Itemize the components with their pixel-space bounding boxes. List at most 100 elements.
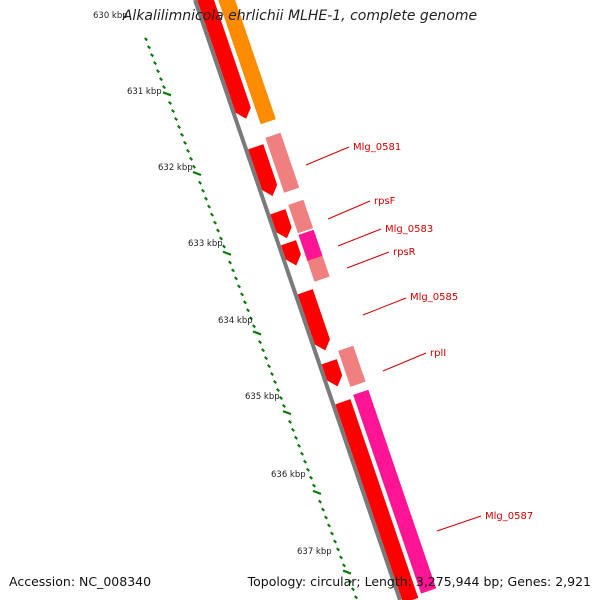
ruler-major-tick — [342, 569, 352, 575]
gene-block — [307, 255, 330, 282]
ruler-minor-tick — [306, 467, 310, 472]
ruler-label: 633 kbp — [188, 239, 223, 249]
gene-label[interactable]: Mlg_0585 — [410, 292, 458, 303]
ruler-minor-tick — [291, 427, 295, 432]
cds-arrow — [280, 240, 301, 266]
ruler-minor-tick — [180, 132, 184, 137]
ruler-minor-tick — [330, 531, 334, 536]
ruler-minor-tick — [270, 372, 274, 377]
ruler-minor-tick — [324, 515, 328, 520]
gene-label-leaders — [305, 146, 482, 532]
ruler-minor-tick — [243, 300, 247, 305]
ruler-minor-tick — [354, 595, 358, 600]
ruler-minor-tick — [168, 101, 172, 106]
ruler-minor-tick — [282, 403, 286, 408]
ruler-minor-tick — [144, 37, 148, 42]
ruler-minor-tick — [249, 316, 253, 321]
gene-block — [338, 345, 366, 387]
ruler-minor-tick — [318, 499, 322, 504]
ruler-minor-tick — [246, 308, 250, 313]
gene-label[interactable]: rpsR — [393, 247, 416, 258]
gene-leader-line — [346, 251, 390, 269]
ruler-minor-tick — [210, 212, 214, 217]
ruler-minor-tick — [204, 196, 208, 201]
feature-track — [197, 0, 437, 600]
ruler-labels: 630 kbp 631 kbp 632 kbp 633 kbp 634 kbp 635 k… — [93, 11, 332, 557]
gene-leader-line — [362, 297, 407, 316]
ruler-minor-tick — [156, 69, 160, 74]
ruler-minor-tick — [231, 268, 235, 273]
ruler-minor-tick — [174, 116, 178, 121]
ruler-minor-tick — [207, 204, 211, 209]
ruler-minor-tick — [276, 387, 280, 393]
gene-label[interactable]: Mlg_0581 — [353, 142, 401, 153]
cds-arrow — [321, 359, 343, 387]
ruler-minor-tick — [216, 228, 220, 233]
ruler-minor-tick — [342, 563, 346, 568]
backbone-track — [193, 0, 402, 600]
ruler-minor-tick — [267, 364, 271, 369]
gene-leader-line — [337, 228, 382, 247]
ruler-minor-tick — [192, 164, 196, 169]
ruler-minor-tick — [258, 340, 262, 345]
ruler-minor-tick — [312, 483, 316, 488]
ruler-minor-tick — [294, 435, 298, 440]
gene-label[interactable]: Mlg_0583 — [385, 224, 433, 235]
ruler-major-tick — [282, 410, 292, 416]
ruler-minor-tick — [348, 579, 352, 584]
ruler-label: 631 kbp — [127, 87, 162, 97]
ruler-minor-tick — [177, 124, 181, 129]
ruler-minor-tick — [240, 292, 244, 297]
ruler-minor-tick — [147, 45, 151, 50]
ruler-minor-tick — [303, 459, 307, 464]
ruler-minor-tick — [183, 140, 187, 145]
ruler-minor-tick — [153, 61, 157, 66]
ruler-minor-tick — [171, 108, 175, 114]
ruler-minor-tick — [297, 443, 301, 448]
cds-arrow — [335, 399, 419, 600]
ruler-minor-tick — [252, 324, 256, 329]
ruler-label: 634 kbp — [218, 316, 253, 326]
ruler-label: 632 kbp — [158, 163, 193, 173]
gene-block — [298, 229, 323, 262]
ruler-minor-tick — [228, 260, 232, 265]
ruler-minor-tick — [327, 523, 331, 528]
ruler-minor-tick — [219, 236, 223, 241]
cds-arrow — [248, 144, 278, 196]
gene-leader-line — [382, 352, 427, 372]
gene-block — [353, 389, 437, 594]
ruler-minor-tick — [288, 419, 292, 424]
ruler-label: 637 kbp — [297, 547, 332, 557]
ruler-major-tick — [162, 91, 172, 97]
gene-leader-line — [436, 515, 482, 532]
ruler-minor-tick — [336, 547, 340, 552]
gene-label[interactable]: rplI — [430, 348, 446, 359]
ruler-minor-tick — [237, 284, 241, 289]
ruler-minor-tick — [309, 475, 313, 480]
ruler-minor-tick — [339, 555, 343, 560]
gene-label[interactable]: Mlg_0587 — [485, 511, 533, 522]
ruler-minor-tick — [150, 53, 154, 58]
cds-arrow — [197, 0, 251, 119]
ruler-major-tick — [252, 330, 262, 336]
ruler-minor-tick — [162, 85, 166, 90]
map-title: Alkalilimnicola ehrlichii MLHE-1, comple… — [122, 8, 478, 24]
ruler-minor-tick — [186, 148, 190, 153]
ruler-minor-tick — [222, 244, 226, 249]
ruler-minor-tick — [264, 356, 268, 361]
ruler-minor-tick — [279, 395, 283, 400]
ruler-ticks — [144, 37, 358, 600]
ruler-minor-tick — [300, 451, 304, 456]
cds-arrow — [270, 209, 292, 239]
gene-block — [218, 0, 276, 125]
gene-label[interactable]: rpsF — [374, 196, 396, 207]
ruler-label: 636 kbp — [271, 470, 306, 480]
ruler-minor-tick — [198, 180, 202, 185]
gene-leader-line — [327, 200, 371, 220]
ruler-label: 630 kbp — [93, 11, 128, 21]
ruler-minor-tick — [234, 276, 238, 281]
ruler-minor-tick — [261, 348, 265, 353]
ruler-major-tick — [312, 489, 322, 495]
cds-arrow — [297, 289, 330, 351]
